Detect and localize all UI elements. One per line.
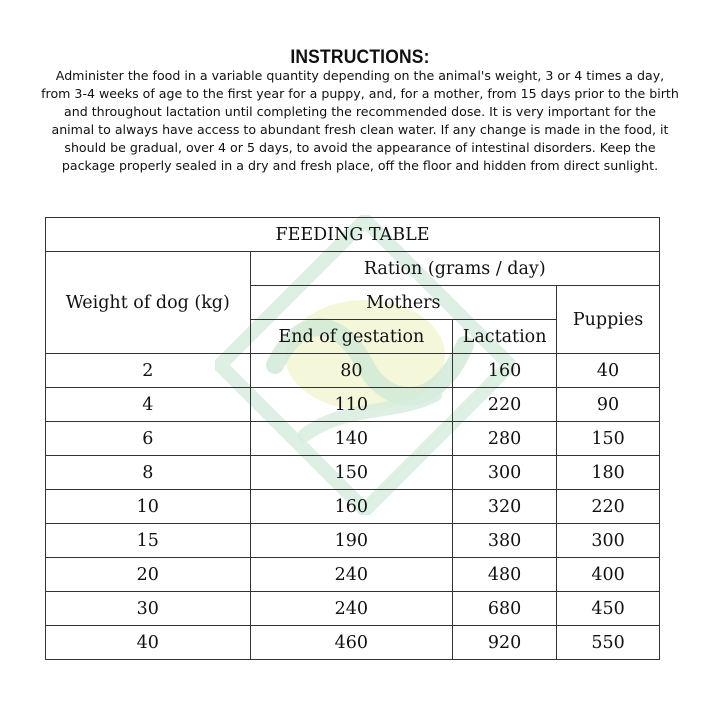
table-row: 10 160 320 220 xyxy=(45,489,660,524)
cell-lactation: 680 xyxy=(452,591,558,626)
header-end-gestation: End of gestation xyxy=(249,319,454,354)
cell-puppies: 400 xyxy=(556,557,660,592)
cell-end-gestation: 240 xyxy=(249,557,454,592)
table-row: 4 110 220 90 xyxy=(45,387,660,422)
table-title: FEEDING TABLE xyxy=(45,217,660,252)
cell-end-gestation: 160 xyxy=(249,489,454,524)
cell-puppies: 90 xyxy=(556,387,660,422)
cell-lactation: 160 xyxy=(452,353,558,388)
feeding-table: FEEDING TABLE Weight of dog (kg) Ration … xyxy=(45,217,661,660)
instructions-line: Administer the food in a variable quanti… xyxy=(55,68,665,83)
cell-puppies: 450 xyxy=(556,591,660,626)
instructions-line: package properly sealed in a dry and fre… xyxy=(61,158,659,173)
header-mothers: Mothers xyxy=(249,285,558,320)
cell-puppies: 180 xyxy=(556,455,660,490)
table-row: 40 460 920 550 xyxy=(45,625,660,660)
cell-weight: 30 xyxy=(45,591,251,626)
table-row: 15 190 380 300 xyxy=(45,523,660,558)
cell-weight: 40 xyxy=(45,625,251,660)
cell-lactation: 380 xyxy=(452,523,558,558)
header-puppies: Puppies xyxy=(556,285,660,354)
instructions-line: and throughout lactation until completin… xyxy=(64,104,656,119)
table-row: 8 150 300 180 xyxy=(45,455,660,490)
cell-end-gestation: 190 xyxy=(249,523,454,558)
instructions-line: animal to always have access to abundant… xyxy=(51,122,669,137)
cell-lactation: 320 xyxy=(452,489,558,524)
cell-weight: 20 xyxy=(45,557,251,592)
header-lactation: Lactation xyxy=(452,319,558,354)
cell-weight: 6 xyxy=(45,421,251,456)
table-row: 20 240 480 400 xyxy=(45,557,660,592)
cell-weight: 10 xyxy=(45,489,251,524)
cell-end-gestation: 80 xyxy=(249,353,454,388)
table-row: 6 140 280 150 xyxy=(45,421,660,456)
cell-lactation: 480 xyxy=(452,557,558,592)
header-ration: Ration (grams / day) xyxy=(249,251,661,286)
cell-puppies: 220 xyxy=(556,489,660,524)
cell-end-gestation: 150 xyxy=(249,455,454,490)
cell-end-gestation: 110 xyxy=(249,387,454,422)
cell-lactation: 280 xyxy=(452,421,558,456)
cell-puppies: 150 xyxy=(556,421,660,456)
cell-end-gestation: 460 xyxy=(249,625,454,660)
table-row: 30 240 680 450 xyxy=(45,591,660,626)
cell-lactation: 300 xyxy=(452,455,558,490)
cell-puppies: 300 xyxy=(556,523,660,558)
cell-puppies: 550 xyxy=(556,625,660,660)
instructions-line: should be gradual, over 4 or 5 days, to … xyxy=(64,140,656,155)
cell-weight: 4 xyxy=(45,387,251,422)
cell-end-gestation: 140 xyxy=(249,421,454,456)
cell-lactation: 920 xyxy=(452,625,558,660)
cell-weight: 2 xyxy=(45,353,251,388)
header-weight: Weight of dog (kg) xyxy=(45,251,251,354)
cell-end-gestation: 240 xyxy=(249,591,454,626)
cell-puppies: 40 xyxy=(556,353,660,388)
instructions-text: Administer the food in a variable quanti… xyxy=(0,67,720,175)
cell-weight: 15 xyxy=(45,523,251,558)
cell-lactation: 220 xyxy=(452,387,558,422)
cell-weight: 8 xyxy=(45,455,251,490)
table-row: 2 80 160 40 xyxy=(45,353,660,388)
instructions-title: INSTRUCTIONS: xyxy=(290,47,430,68)
instructions-line: from 3-4 weeks of age to the first year … xyxy=(41,86,679,101)
